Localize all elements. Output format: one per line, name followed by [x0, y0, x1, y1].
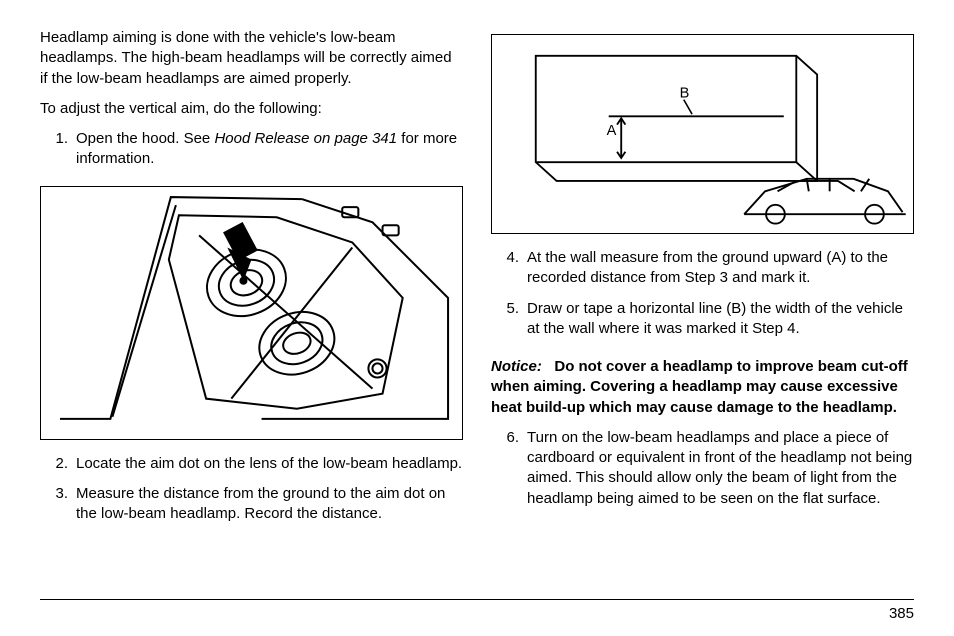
- steps-left-cont: 2. Locate the aim dot on the lens of the…: [40, 454, 463, 535]
- footer-rule: [40, 599, 914, 600]
- step-text: Open the hood. See Hood Release on page …: [76, 129, 463, 170]
- step-text: At the wall measure from the ground upwa…: [527, 248, 914, 289]
- step-4: 4. At the wall measure from the ground u…: [491, 248, 914, 289]
- step-text: Turn on the low-beam headlamps and place…: [527, 428, 914, 509]
- lead-paragraph: To adjust the vertical aim, do the follo…: [40, 99, 463, 119]
- step-number: 4.: [491, 248, 527, 289]
- step-5: 5. Draw or tape a horizontal line (B) th…: [491, 299, 914, 340]
- right-column: A B 4. At the wall measure: [491, 28, 914, 588]
- wall-diagram-icon: A B: [492, 35, 913, 233]
- step1-pre: Open the hood. See: [76, 130, 214, 147]
- step-6: 6. Turn on the low-beam headlamps and pl…: [491, 428, 914, 509]
- label-a: A: [607, 123, 617, 139]
- left-column: Headlamp aiming is done with the vehicle…: [40, 28, 463, 588]
- step-number: 1.: [40, 129, 76, 170]
- steps-left: 1. Open the hood. See Hood Release on pa…: [40, 129, 463, 180]
- step-number: 2.: [40, 454, 76, 474]
- step-2: 2. Locate the aim dot on the lens of the…: [40, 454, 463, 474]
- label-b: B: [680, 86, 690, 102]
- steps-right-2: 6. Turn on the low-beam headlamps and pl…: [491, 428, 914, 519]
- figure-wall: A B: [491, 34, 914, 234]
- step-3: 3. Measure the distance from the ground …: [40, 484, 463, 525]
- step-number: 6.: [491, 428, 527, 509]
- figure-headlamp: [40, 186, 463, 440]
- step-number: 3.: [40, 484, 76, 525]
- notice-label: Notice:: [491, 358, 542, 375]
- page-number: 385: [889, 604, 914, 624]
- step-1: 1. Open the hood. See Hood Release on pa…: [40, 129, 463, 170]
- step-text: Draw or tape a horizontal line (B) the w…: [527, 299, 914, 340]
- notice-paragraph: Notice: Do not cover a headlamp to impro…: [491, 357, 914, 418]
- step-text: Locate the aim dot on the lens of the lo…: [76, 454, 463, 474]
- hood-release-link: Hood Release on page 341: [214, 130, 397, 147]
- headlamp-diagram-icon: [41, 187, 462, 439]
- step-number: 5.: [491, 299, 527, 340]
- steps-right: 4. At the wall measure from the ground u…: [491, 248, 914, 349]
- notice-body: Do not cover a headlamp to improve beam …: [491, 358, 908, 416]
- intro-paragraph: Headlamp aiming is done with the vehicle…: [40, 28, 463, 89]
- step-text: Measure the distance from the ground to …: [76, 484, 463, 525]
